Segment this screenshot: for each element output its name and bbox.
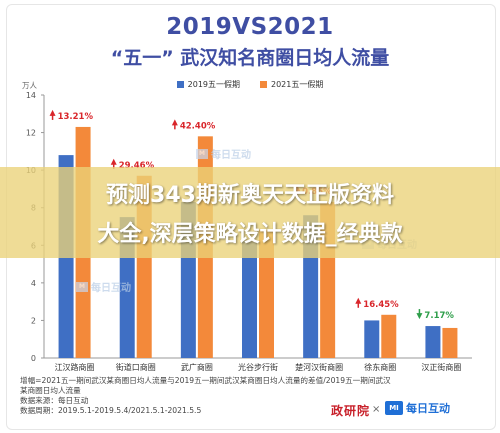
y-tick-label: 12 [26,129,36,138]
x-tick-label: 武广商圈 [181,362,213,372]
y-tick-label: 14 [26,91,36,100]
growth-label: 16.45% [363,300,399,310]
footnote-data-period: 数据周期：2019.5.1-2019.5.4/2021.5.1-2021.5.5 [20,406,202,415]
watermark-label: 每日互动 [91,283,131,294]
legend-item-2021: 2021五一假期 [260,79,323,90]
promo-banner-line2: 大全,深层策略设计数据_经典款 [97,222,403,247]
x-tick-label: 街道口商圈 [116,362,156,372]
footnote-growth-definition: 增幅=2021五一期间武汉某商圈日均人流量与2019五一期间武汉某商圈日均人流量… [20,376,391,385]
promo-banner [0,167,500,258]
logo-text: 每日互动 [406,402,450,415]
legend-label-2021: 2021五一假期 [271,80,324,89]
watermark-top: M 每日互动 [196,146,251,161]
footnote-data-source: 数据来源：每日互动 [20,396,89,405]
growth-label: 29.46% [119,161,155,171]
arrow-up-icon [171,119,178,126]
x-tick-label: 楚河汉街商圈 [295,362,343,372]
y-tick-label: 0 [31,354,36,363]
x-tick-label: 光谷步行街 [238,362,278,372]
y-axis-unit: 万人 [22,81,37,90]
promo-banner-line1: 预测343期新奥天天正版资料 [106,183,394,208]
bar-2021 [381,314,397,358]
x-tick-label: 江汉路商圈 [55,362,95,372]
arrow-down-icon [416,313,423,320]
logo-zhengyanyuan: 政研院 [331,404,371,418]
bar-2019 [425,326,441,358]
chart-title: “五一” 武汉知名商圈日均人流量 [110,47,390,69]
x-tick-label: 徐东商圈 [364,362,396,372]
arrow-up-icon [49,109,56,116]
logo-separator: × [372,404,381,415]
watermark-badge-icon: M [196,148,208,159]
bar-2019 [364,320,380,358]
y-tick-label: 2 [31,316,36,325]
legend-swatch-2019 [176,81,184,88]
logo-badge-icon: MI [385,401,403,415]
legend: 2019五一假期 2021五一假期 [0,79,500,90]
footnote-growth-definition-cont: 某商圈日均人流量 [20,386,81,395]
watermark-badge-icon: M [76,281,88,292]
y-tick-label: 4 [31,279,36,288]
arrow-up-icon [355,297,362,304]
bar-2021 [259,230,274,358]
growth-label: 42.40% [180,121,216,131]
bar-2021 [442,327,458,358]
x-tick-label: 汉正街商圈 [421,362,461,372]
chart-title-years: 2019VS2021 [166,14,334,40]
bar-2019 [242,241,257,358]
arrow-up-icon [110,158,117,165]
legend-swatch-2021 [260,81,267,88]
growth-label: 7.17% [424,311,454,321]
legend-label-2019: 2019五一假期 [187,80,240,89]
logo-meiri-hudong: MI 每日互动 [385,400,450,416]
watermark-label: 每日互动 [211,150,251,161]
legend-item-2019: 2019五一假期 [176,79,240,90]
watermark-left: M 每日互动 [76,279,131,294]
growth-label: 13.21% [58,112,94,122]
